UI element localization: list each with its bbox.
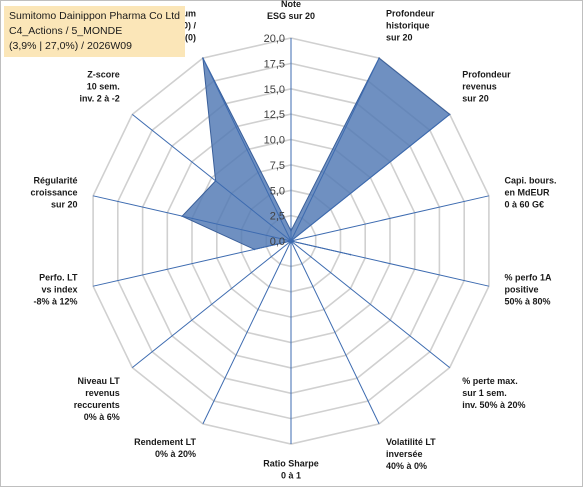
axis-spoke [290, 195, 490, 242]
axis-label: Niveau LT revenus reccurents 0% à 6% [74, 376, 121, 422]
axis-label-line: 10 sem. [87, 82, 120, 92]
radar-spokes [92, 38, 490, 444]
axis-label-line: revenus [85, 388, 120, 398]
axis-label-line: sur 20 [51, 199, 78, 209]
axis-label: Capi. bours. en MdEUR 0 à 60 G€ [505, 175, 557, 209]
axis-label-line: ESG sur 20 [267, 11, 315, 21]
axis-spoke [290, 57, 380, 242]
axis-label-line: revenus [462, 82, 497, 92]
axis-label: Profondeur historique sur 20 [386, 9, 435, 43]
axis-label-line: Perfo. LT [39, 273, 78, 283]
axis-label-line: historique [386, 21, 430, 31]
chart-title-box: Sumitomo Dainippon Pharma Co Ltd C4_Acti… [4, 6, 186, 57]
axis-label-line: 40% à 0% [386, 461, 427, 471]
axis-spoke [92, 240, 292, 287]
radar-series [181, 57, 451, 256]
axis-label-line: inv. 2 à -2 [79, 94, 119, 104]
axis-label-line: Z-score [87, 70, 120, 80]
tick-label: 2,5 [270, 211, 285, 223]
axis-spoke [131, 240, 292, 368]
axis-spoke [290, 240, 490, 287]
axis-label-line: en MdEUR [505, 187, 551, 197]
axis-label-line: inversée [386, 449, 423, 459]
axis-label: Régularité croissance sur 20 [30, 175, 77, 209]
tick-label: 10,0 [264, 135, 285, 147]
company-name: Sumitomo Dainippon Pharma Co Ltd [9, 10, 181, 22]
axis-label-line: Note [281, 0, 301, 9]
axis-label: Rendement LT 0% à 20% [134, 437, 196, 459]
radar-tick-labels: 0,0 2,5 5,0 7,5 10,0 12,5 15,0 17,5 20,0 [264, 33, 285, 248]
axis-label-line: Capi. bours. [505, 175, 557, 185]
axis-label-line: Rendement LT [134, 437, 196, 447]
axis-label-line: inv. 50% à 20% [462, 400, 525, 410]
period-label: (3,9% | 27,0%) / 2026W09 [9, 40, 132, 52]
axis-spoke [202, 57, 292, 242]
axis-label-line: croissance [30, 187, 77, 197]
tick-label: 20,0 [264, 33, 285, 45]
axis-label: Profondeur revenus sur 20 [462, 70, 511, 104]
axis-label-line: Niveau LT [77, 376, 120, 386]
axis-label-line: Profondeur [386, 9, 435, 19]
axis-label: Ratio Sharpe 0 à 1 [263, 459, 319, 481]
tick-label: 7,5 [270, 160, 285, 172]
axis-label-line: % perte max. [462, 376, 518, 386]
axis-spoke [290, 114, 451, 242]
axis-label-line: Ratio Sharpe [263, 459, 319, 469]
axis-label: Note ESG sur 20 [267, 0, 315, 21]
axis-spoke [290, 240, 451, 368]
axis-label-line: 0 à 60 G€ [505, 199, 545, 209]
axis-label-line: 50% à 80% [505, 297, 551, 307]
axis-label: % perte max. sur 1 sem. inv. 50% à 20% [462, 376, 525, 410]
axis-label-line: sur 20 [386, 33, 413, 43]
axis-label: Z-score 10 sem. inv. 2 à -2 [79, 70, 119, 104]
tick-label: 12,5 [264, 109, 285, 121]
axis-label-line: 0 à 1 [281, 471, 301, 481]
axis-spoke [202, 240, 292, 425]
axis-label-line: vs index [41, 285, 77, 295]
axis-label-line: 0% à 20% [155, 449, 196, 459]
axis-spoke [131, 114, 292, 242]
axis-label-line: % perfo 1A [505, 273, 553, 283]
axis-label-line: Profondeur [462, 70, 511, 80]
axis-label: Perfo. LT vs index -8% à 12% [33, 273, 78, 307]
axis-label-line: Régularité [33, 175, 77, 185]
axis-label-line: 0% à 6% [84, 412, 120, 422]
axis-label-line: sur 1 sem. [462, 388, 507, 398]
axis-label-line: sur 20 [462, 94, 489, 104]
axis-label-line: -8% à 12% [33, 297, 77, 307]
tick-label: 15,0 [264, 84, 285, 96]
axis-spoke [92, 195, 292, 242]
tick-label: 5,0 [270, 185, 285, 197]
axis-label: Volatilité LT inversée 40% à 0% [386, 437, 436, 471]
category-label: C4_Actions / 5_MONDE [9, 25, 123, 37]
tick-label: 0,0 [270, 236, 285, 248]
axis-label-line: reccurents [74, 400, 120, 410]
axis-label: % perfo 1A positive 50% à 80% [505, 273, 553, 307]
axis-spoke [290, 240, 380, 425]
tick-label: 17,5 [264, 58, 285, 70]
axis-label-line: positive [505, 285, 539, 295]
axis-label-line: Volatilité LT [386, 437, 436, 447]
